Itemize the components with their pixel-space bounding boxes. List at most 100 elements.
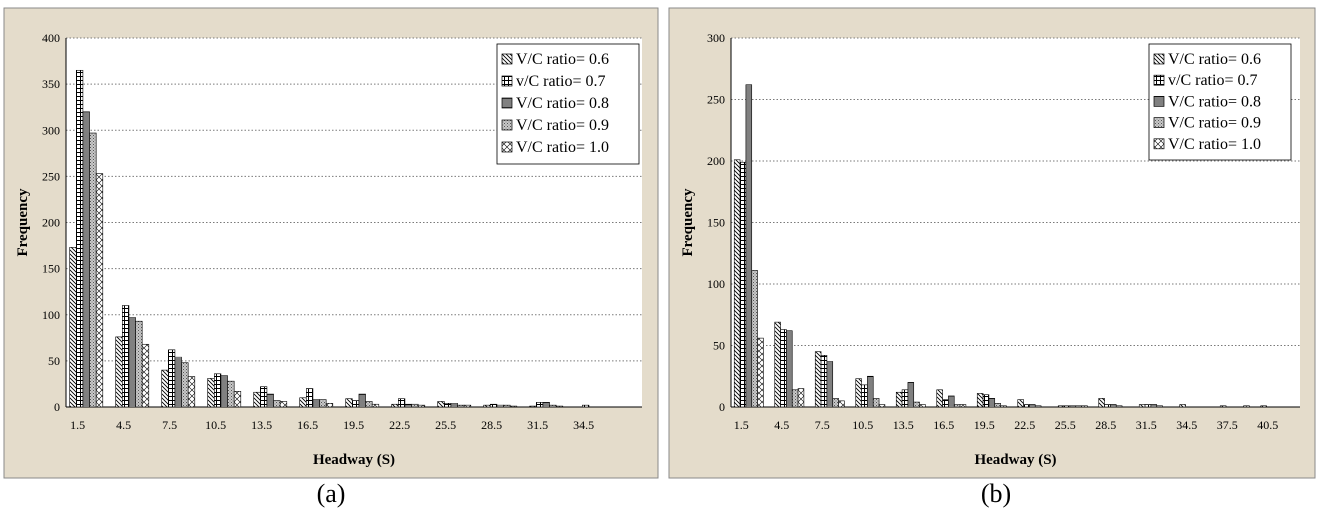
bar	[207, 378, 215, 408]
bar	[959, 404, 967, 408]
legend-label: V/C ratio= 0.9	[1168, 115, 1261, 132]
bar	[994, 403, 1001, 408]
bar	[1138, 404, 1146, 408]
bar	[953, 404, 961, 408]
bar	[503, 404, 511, 408]
bar	[325, 403, 334, 408]
bar	[791, 389, 799, 408]
bar	[260, 386, 268, 408]
bar	[542, 402, 550, 408]
y-tick-label: 350	[42, 77, 60, 91]
y-tick-label: 100	[707, 277, 725, 291]
bar	[1075, 405, 1082, 408]
legend-label: v/C ratio= 0.7	[516, 73, 605, 90]
bar	[901, 389, 909, 408]
bar	[253, 391, 261, 408]
bar	[89, 132, 97, 408]
x-tick-label: 40.5	[1257, 418, 1278, 432]
y-tick-label: 400	[42, 31, 60, 45]
bar	[582, 404, 590, 408]
y-tick-label: 200	[42, 216, 60, 230]
bar	[411, 403, 419, 408]
bar	[1243, 405, 1250, 408]
legend-label: V/C ratio= 1.0	[516, 139, 609, 156]
bar	[907, 382, 915, 408]
legend-label: V/C ratio= 1.0	[1168, 136, 1261, 153]
bar	[69, 247, 77, 408]
legend-label: V/C ratio= 0.6	[1168, 51, 1261, 68]
bar	[942, 399, 949, 408]
x-tick-label: 4.5	[774, 418, 789, 432]
bar	[786, 330, 793, 408]
bar	[757, 337, 764, 408]
bar	[115, 336, 123, 408]
x-tick-label: 28.5	[1095, 418, 1116, 432]
bar	[365, 401, 373, 408]
bar	[1069, 405, 1077, 408]
bar	[1081, 405, 1088, 408]
bar	[1000, 405, 1007, 408]
x-tick-label: 28.5	[481, 418, 502, 432]
bar	[1179, 404, 1186, 408]
bar	[1115, 405, 1123, 408]
bar	[266, 393, 274, 408]
bar	[861, 384, 868, 408]
x-tick-label: 25.5	[435, 418, 456, 432]
bar	[1098, 398, 1105, 408]
x-tick-label: 31.5	[1136, 418, 1157, 432]
x-tick-label: 10.5	[205, 418, 226, 432]
legend: V/C ratio= 0.6 v/C ratio= 0.7 V/C ratio= 0…	[496, 43, 640, 165]
y-tick-label: 100	[42, 308, 60, 322]
x-tick-label: 4.5	[116, 418, 131, 432]
y-tick-label: 200	[707, 154, 725, 168]
x-tick-label: 22.5	[1014, 418, 1035, 432]
y-tick-label: 150	[42, 262, 60, 276]
x-tick-label: 25.5	[1055, 418, 1076, 432]
bar	[398, 398, 406, 408]
y-tick-label: 300	[707, 31, 725, 45]
bar	[549, 404, 557, 408]
x-tick-label: 1.5	[70, 418, 85, 432]
bar	[895, 391, 903, 408]
bar	[227, 380, 235, 408]
x-tick-label: 7.5	[815, 418, 830, 432]
bar	[181, 362, 189, 408]
bar	[82, 111, 90, 408]
bar	[838, 400, 845, 408]
legend-swatch	[501, 141, 513, 153]
bar	[814, 351, 822, 408]
bar	[437, 401, 445, 408]
bar	[1144, 404, 1152, 408]
bar	[279, 401, 288, 408]
bar	[95, 173, 104, 408]
legend-box	[1148, 43, 1292, 161]
bar	[948, 395, 955, 408]
bar	[739, 161, 747, 408]
bar	[352, 400, 360, 408]
bar	[312, 399, 320, 408]
bar	[919, 404, 926, 408]
y-axis-title: Frequency	[680, 188, 696, 257]
bar	[733, 159, 741, 408]
bar	[774, 321, 781, 408]
legend-label: V/C ratio= 0.6	[516, 51, 609, 68]
bar	[161, 369, 169, 408]
x-tick-label: 19.5	[974, 418, 995, 432]
y-tick-label: 0	[54, 400, 60, 414]
legend-swatch	[1153, 117, 1165, 128]
bar	[450, 403, 458, 408]
bar	[1057, 405, 1065, 408]
bar	[913, 401, 920, 408]
bar	[1017, 399, 1024, 408]
x-tick-label: 37.5	[1217, 418, 1238, 432]
y-tick-label: 300	[42, 123, 60, 137]
bar	[135, 320, 143, 408]
chart-panel-b: 0 50 100 150 200 250 300 1.5 4.5 7.5 10.5 13.5 16.5 1…	[668, 7, 1316, 508]
bar	[878, 404, 886, 408]
bar	[233, 391, 242, 408]
x-axis-title: Headway (S)	[313, 452, 395, 468]
bar	[1029, 404, 1036, 408]
y-tick-label: 50	[713, 339, 725, 353]
bar	[867, 375, 874, 408]
bar	[128, 317, 136, 408]
